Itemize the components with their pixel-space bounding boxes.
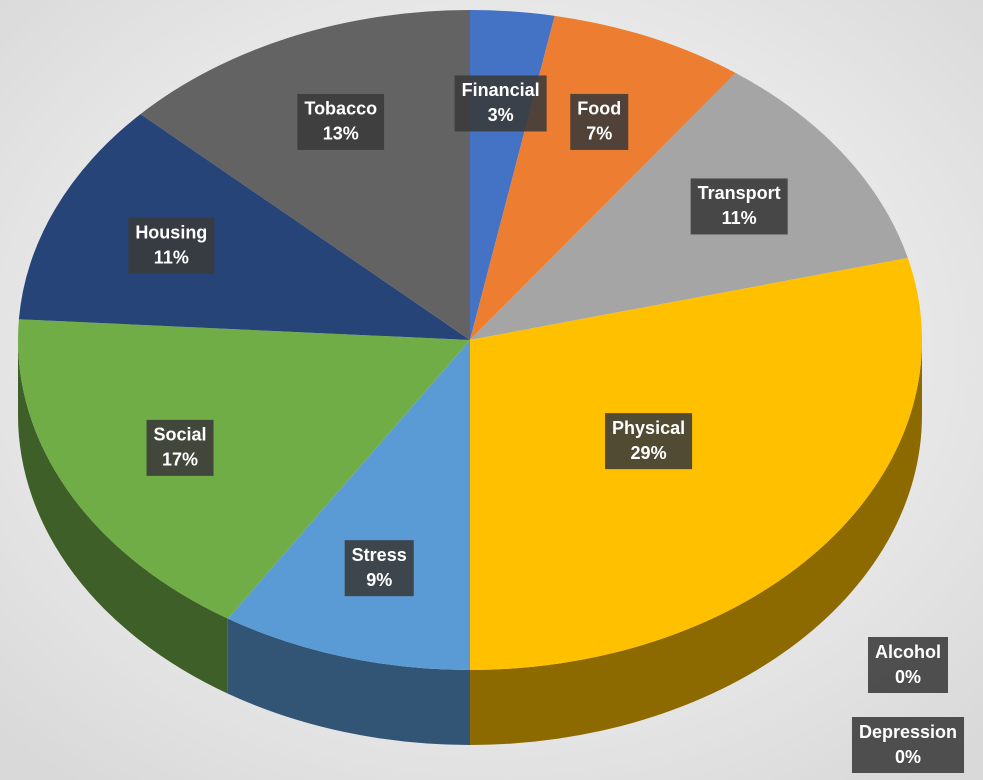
data-label-value: 11% — [722, 208, 757, 228]
pie-sides — [18, 340, 922, 745]
data-label-box — [344, 540, 414, 597]
pie-slice — [470, 73, 908, 341]
data-label-box — [690, 178, 788, 235]
data-label: Stress 9% — [344, 540, 414, 597]
data-label: Housing 11% — [128, 217, 215, 274]
data-label-box — [146, 419, 214, 476]
data-labels: Financial 3% Food 7% Transport 11% Physical 29%… — [128, 75, 965, 773]
data-label-name: Tobacco — [304, 99, 377, 119]
data-label-name: Physical — [612, 418, 685, 438]
pie-side — [18, 340, 228, 694]
pie-slice — [18, 114, 471, 340]
data-label: Depression 0% — [851, 717, 965, 773]
data-label-name: Transport — [698, 183, 781, 203]
data-label-value: 11% — [154, 247, 189, 267]
pie-slice — [17, 319, 471, 619]
data-label-value: 0% — [895, 667, 921, 687]
data-label-name: Housing — [135, 222, 207, 242]
data-label: Social 17% — [146, 419, 214, 476]
data-label-value: 7% — [586, 124, 612, 144]
pie-slice — [470, 257, 922, 670]
data-label-box — [868, 637, 948, 693]
pie-side — [227, 618, 470, 745]
data-label-value: 3% — [488, 105, 514, 125]
data-label: Financial 3% — [454, 75, 547, 132]
data-label: Tobacco 13% — [297, 93, 385, 150]
data-label-box — [297, 93, 385, 150]
data-label-value: 29% — [631, 443, 667, 463]
data-label: Alcohol 0% — [868, 637, 948, 693]
data-label-value: 17% — [162, 450, 198, 470]
pie-side — [470, 340, 922, 745]
data-label-value: 0% — [895, 747, 921, 767]
data-label-box — [454, 75, 547, 132]
data-label-name: Alcohol — [875, 642, 941, 662]
data-label-value: 9% — [366, 570, 392, 590]
data-label: Physical 29% — [605, 413, 693, 470]
data-label-value: 13% — [323, 124, 359, 144]
data-label-box — [570, 93, 629, 150]
data-label-name: Social — [154, 425, 207, 445]
data-label-name: Financial — [462, 80, 540, 100]
pie-top — [17, 10, 922, 670]
data-label-box — [128, 217, 215, 274]
data-label-name: Stress — [352, 545, 407, 565]
pie-slice — [140, 10, 471, 340]
data-label-box — [851, 717, 965, 773]
data-label: Transport 11% — [690, 178, 788, 235]
data-label-name: Depression — [859, 722, 957, 742]
data-label-name: Food — [577, 99, 621, 119]
data-label-box — [605, 413, 693, 470]
data-label: Food 7% — [570, 93, 629, 150]
